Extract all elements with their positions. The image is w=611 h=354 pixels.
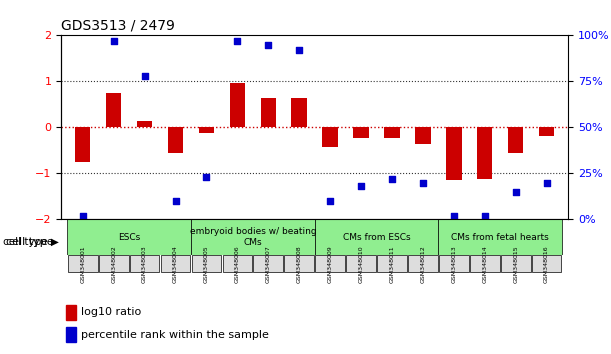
Point [202, 174, 211, 180]
Bar [477, 127, 492, 179]
FancyBboxPatch shape [532, 255, 562, 272]
Bar [260, 97, 276, 127]
FancyBboxPatch shape [439, 255, 469, 272]
Bar [230, 83, 245, 127]
Point [140, 73, 150, 79]
Point [511, 189, 521, 195]
Text: log10 ratio: log10 ratio [81, 307, 142, 317]
FancyBboxPatch shape [438, 219, 562, 255]
Point [449, 213, 459, 219]
Text: GSM348008: GSM348008 [297, 245, 302, 282]
Text: GSM348015: GSM348015 [513, 245, 518, 282]
Text: embryoid bodies w/ beating
CMs: embryoid bodies w/ beating CMs [189, 228, 316, 247]
FancyBboxPatch shape [470, 255, 500, 272]
FancyBboxPatch shape [192, 255, 221, 272]
Text: GSM348002: GSM348002 [111, 245, 116, 282]
Point [170, 198, 180, 204]
Bar [199, 127, 214, 133]
Bar [415, 127, 431, 144]
FancyBboxPatch shape [99, 255, 128, 272]
Text: GDS3513 / 2479: GDS3513 / 2479 [61, 19, 175, 33]
FancyBboxPatch shape [346, 255, 376, 272]
Bar [539, 127, 554, 136]
Bar [66, 327, 76, 342]
Text: CMs from fetal hearts: CMs from fetal hearts [452, 233, 549, 242]
FancyBboxPatch shape [222, 255, 252, 272]
Text: cell type: cell type [6, 238, 54, 247]
Point [418, 180, 428, 185]
Text: cell type ▶: cell type ▶ [3, 238, 59, 247]
Bar [66, 305, 76, 320]
Point [542, 180, 552, 185]
Text: GSM348007: GSM348007 [266, 245, 271, 282]
Point [356, 183, 366, 189]
Point [480, 213, 489, 219]
Point [232, 38, 242, 44]
FancyBboxPatch shape [377, 255, 407, 272]
FancyBboxPatch shape [67, 219, 191, 255]
Text: GSM348005: GSM348005 [204, 245, 209, 282]
FancyBboxPatch shape [161, 255, 191, 272]
Text: percentile rank within the sample: percentile rank within the sample [81, 330, 269, 339]
Text: GSM348003: GSM348003 [142, 245, 147, 282]
FancyBboxPatch shape [68, 255, 98, 272]
Bar [446, 127, 461, 181]
FancyBboxPatch shape [501, 255, 530, 272]
Text: GSM348001: GSM348001 [80, 245, 86, 282]
Point [109, 38, 119, 44]
Point [387, 176, 397, 182]
Text: GSM348012: GSM348012 [420, 245, 425, 282]
FancyBboxPatch shape [191, 219, 315, 255]
FancyBboxPatch shape [130, 255, 159, 272]
Bar [137, 120, 152, 127]
Point [78, 213, 87, 219]
Text: GSM348006: GSM348006 [235, 245, 240, 282]
Bar [168, 127, 183, 153]
FancyBboxPatch shape [315, 255, 345, 272]
Point [325, 198, 335, 204]
Point [295, 47, 304, 53]
Text: GSM348004: GSM348004 [173, 245, 178, 282]
Bar [75, 127, 90, 162]
Bar [291, 97, 307, 127]
Text: ESCs: ESCs [118, 233, 141, 242]
Bar [384, 127, 400, 138]
Text: GSM348013: GSM348013 [452, 245, 456, 282]
Text: GSM348014: GSM348014 [482, 245, 487, 282]
Text: CMs from ESCs: CMs from ESCs [343, 233, 411, 242]
FancyBboxPatch shape [408, 255, 437, 272]
Bar [106, 93, 122, 127]
Text: GSM348011: GSM348011 [389, 245, 395, 282]
Bar [323, 127, 338, 147]
Bar [508, 127, 524, 153]
Text: GSM348009: GSM348009 [327, 245, 332, 282]
Text: GSM348016: GSM348016 [544, 245, 549, 282]
Bar [353, 127, 369, 138]
FancyBboxPatch shape [315, 219, 438, 255]
Point [263, 42, 273, 47]
FancyBboxPatch shape [284, 255, 314, 272]
Text: GSM348010: GSM348010 [359, 245, 364, 282]
FancyBboxPatch shape [254, 255, 283, 272]
